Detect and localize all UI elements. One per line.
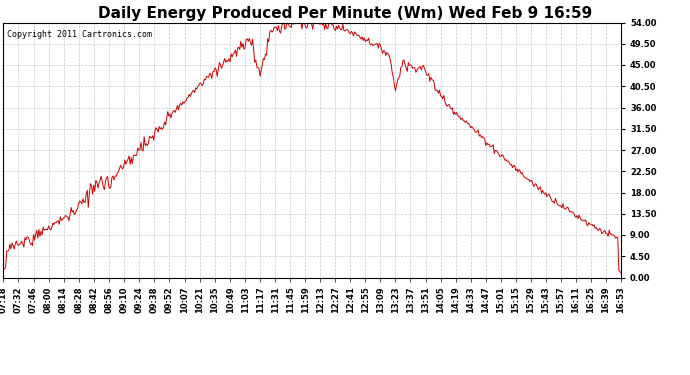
Text: Daily Energy Produced Per Minute (Wm) Wed Feb 9 16:59: Daily Energy Produced Per Minute (Wm) We… (98, 6, 592, 21)
Text: Copyright 2011 Cartronics.com: Copyright 2011 Cartronics.com (6, 30, 152, 39)
